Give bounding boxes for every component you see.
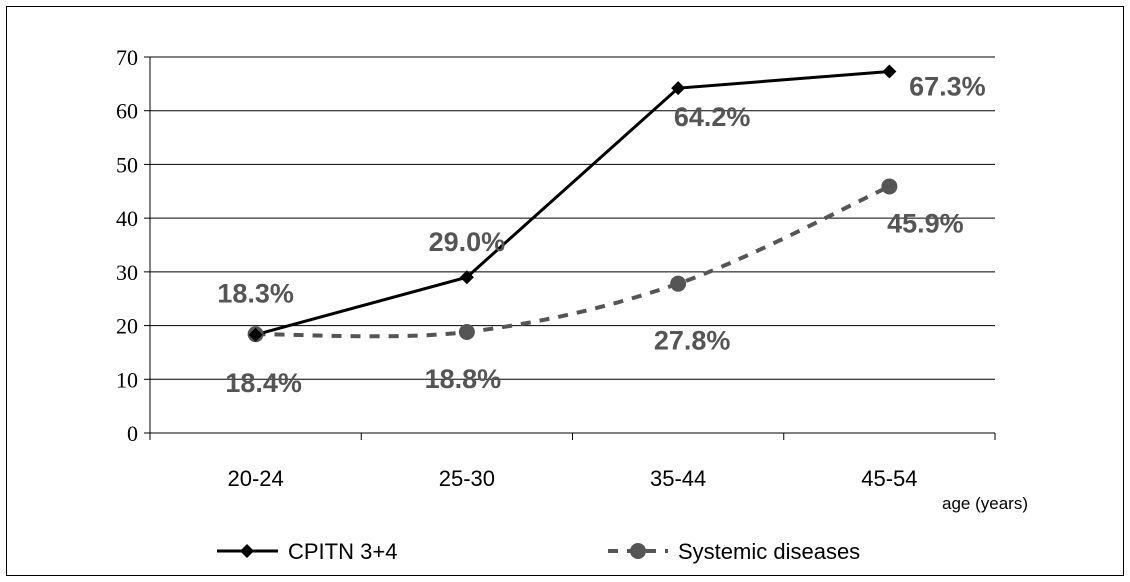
marker-cpitn: [248, 327, 263, 342]
series-group: [247, 64, 898, 343]
legend-marker-systemic-diseases: [630, 543, 646, 559]
data-label-systemic-diseases: 27.8%: [654, 326, 731, 356]
data-label-cpitn: 29.0%: [429, 227, 506, 257]
legend: CPITN 3+4 Systemic diseases: [217, 539, 860, 564]
y-tick-label: 30: [116, 260, 138, 285]
y-tick-label: 0: [127, 421, 138, 446]
data-labels: 18.3% 29.0% 64.2% 67.3% 18.4% 18.8% 27.8% 45.9%: [217, 72, 985, 399]
marker-systemic-diseases: [881, 178, 898, 195]
data-label-systemic-diseases: 18.4%: [225, 368, 302, 398]
marker-systemic-diseases: [670, 275, 687, 292]
legend-label-cpitn: CPITN 3+4: [288, 539, 397, 564]
axes: [144, 56, 996, 440]
y-tick-label: 10: [116, 367, 138, 392]
x-category-labels: 20-24 25-30 35-44 45-54: [227, 466, 917, 491]
x-category-label: 25-30: [439, 466, 495, 491]
data-label-cpitn: 64.2%: [674, 102, 751, 132]
x-category-label: 45-54: [861, 466, 917, 491]
series-line-systemic-diseases: [255, 184, 891, 339]
marker-cpitn: [459, 270, 474, 285]
legend-marker-cpitn: [240, 544, 254, 558]
legend-label-systemic-diseases: Systemic diseases: [678, 539, 860, 564]
marker-systemic-diseases: [458, 324, 475, 341]
marker-cpitn: [882, 64, 897, 79]
x-category-label: 35-44: [650, 466, 706, 491]
series-line-cpitn: [255, 70, 890, 337]
x-axis-title: age (years): [942, 494, 1028, 513]
y-tick-label: 60: [116, 99, 138, 124]
data-label-systemic-diseases: 45.9%: [887, 208, 964, 238]
y-tick-label: 50: [116, 152, 138, 177]
y-tick-label: 70: [116, 45, 138, 70]
y-tick-labels: 0 10 20 30 40 50 60 70: [116, 45, 138, 446]
y-tick-label: 40: [116, 206, 138, 231]
data-label-systemic-diseases: 18.8%: [425, 364, 502, 394]
data-label-cpitn: 18.3%: [217, 279, 294, 309]
data-label-cpitn: 67.3%: [909, 72, 986, 102]
x-category-label: 20-24: [227, 466, 283, 491]
gridlines: [150, 56, 995, 380]
y-tick-label: 20: [116, 314, 138, 339]
marker-cpitn: [671, 81, 686, 96]
chart-frame: [6, 6, 1124, 576]
